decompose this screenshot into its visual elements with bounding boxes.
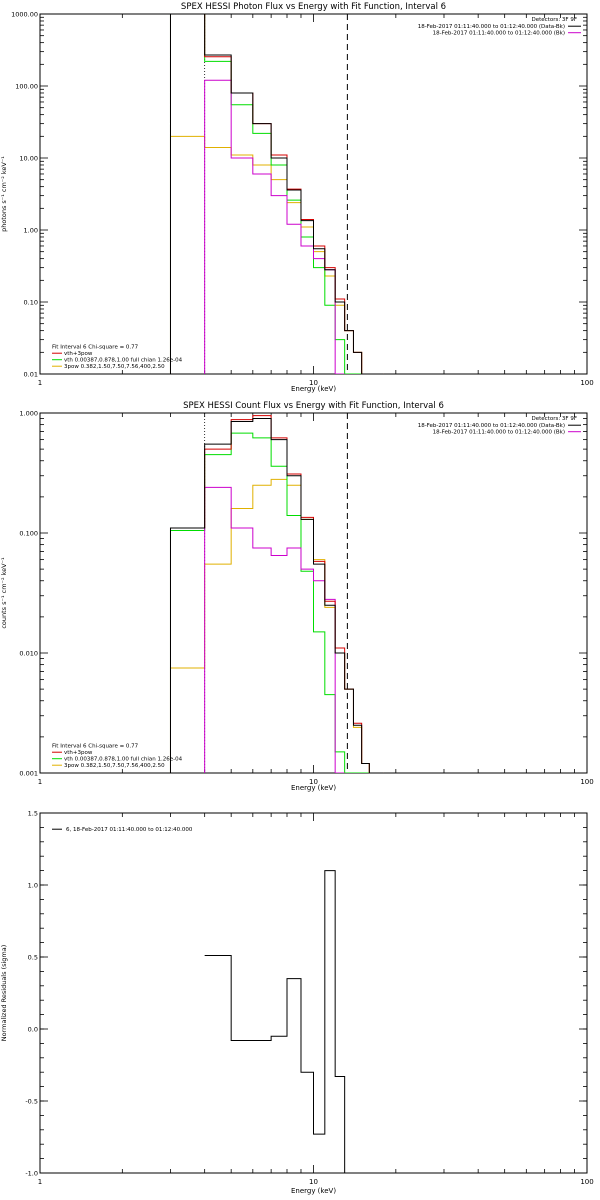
y-axis-label: photons s⁻¹ cm⁻² keV⁻¹ [0,156,8,232]
plot-frame [39,13,588,375]
x-tick-label: 10 [309,1178,318,1186]
x-tick-label: 1 [38,1178,42,1186]
y-axis-label: counts s⁻¹ cm⁻² keV⁻¹ [0,557,8,629]
series-3pow-line [169,478,384,773]
legend-entry-text: vth 0.00387,0.878,1.00 full chian 1.26e-… [64,358,183,364]
fit-interval-label: Fit Interval 6 Chi-square = 0.77 [52,345,139,351]
legend-entry-text: 18-Feb-2017 01:11:40.000 to 01:12:40.000… [418,423,565,429]
series-group [204,870,346,1173]
legend-entry-text: 18-Feb-2017 01:11:40.000 to 01:12:40.000… [433,31,565,37]
legend-entry-text: 18-Feb-2017 01:11:40.000 to 01:12:40.000… [418,24,565,30]
x-axis-label: Energy (keV) [291,1187,336,1195]
series-vth_3pow-line [169,14,384,374]
y-tick-label: 0.100 [19,530,38,538]
fit-interval-label: Fit Interval 6 Chi-square = 0.77 [52,744,139,750]
series-total-line [204,870,346,1173]
y-tick-label: 0.01 [24,371,38,379]
y-tick-label: 0.0 [28,1026,38,1034]
x-axis-label: Energy (keV) [291,784,336,792]
legend-entry-text: 6, 18-Feb-2017 01:11:40.000 to 01:12:40.… [66,827,193,833]
series-vth-line [169,432,384,773]
detector-label: Detectors: 3F 9F [531,17,577,23]
y-tick-label: 1.5 [28,810,38,818]
y-tick-label: 1.0 [28,882,38,890]
series-group [169,14,384,374]
chart-panel-3: 1 10 100 -1.0 -0.5 0.0 0.5 1.0 1.5 Energy (keV) No… [0,810,594,1196]
series-background-line [204,79,345,374]
series-background-line [204,486,345,773]
y-tick-label: 0.10 [24,299,38,307]
y-tick-label: 10.00 [19,155,38,163]
x-tick-label: 100 [580,1178,593,1186]
y-tick-label: 0.5 [28,954,38,962]
chart-panel-2: SPEX HESSI Count Flux vs Energy with Fit… [0,401,594,792]
y-tick-label: 0.001 [19,770,38,778]
detector-label: Detectors: 3F 9F [531,416,577,422]
series-group [169,415,384,773]
legend-entry-text: 18-Feb-2017 01:11:40.000 to 01:12:40.000… [433,430,565,436]
x-tick-label: 1 [38,778,42,786]
y-axis-label: Normalized Residuals (sigma) [0,945,8,1042]
chart-title: SPEX HESSI Photon Flux vs Energy with Fi… [181,2,446,12]
y-tick-label: 1.000 [19,410,38,418]
x-tick-label: 10 [309,778,318,786]
x-tick-label: 10 [309,379,318,387]
chart-panel-1: SPEX HESSI Photon Flux vs Energy with Fi… [0,2,594,393]
y-tick-label: 100.00 [15,83,38,91]
legend-entry-text: vth+3pow [64,750,93,756]
x-tick-label: 100 [580,379,593,387]
x-tick-label: 1 [38,379,42,387]
y-tick-label: -1.0 [25,1170,38,1178]
legend-entry-text: 3pow 0.382,1.50,7.50,7.56,400,2.50 [64,763,165,769]
y-tick-label: 0.010 [19,650,38,658]
y-tick-label: -0.5 [25,1098,38,1106]
series-vth_3pow-line [169,415,384,773]
legend-entry-text: 3pow 0.382,1.50,7.50,7.56,400,2.50 [64,364,165,370]
x-tick-label: 100 [580,778,593,786]
series-vth-line [169,14,384,374]
chart-title: SPEX HESSI Count Flux vs Energy with Fit… [183,401,444,411]
series-total-line [169,14,384,374]
y-tick-label: 1000.00 [11,11,38,19]
series-total-line [169,417,384,773]
series-3pow-line [169,135,384,374]
legend-entry-text: vth 0.00387,0.878,1.00 full chian 1.26e-… [64,757,183,763]
y-tick-label: 1.00 [24,227,38,235]
x-axis-label: Energy (keV) [291,385,336,393]
legend-entry-text: vth+3pow [64,351,93,357]
